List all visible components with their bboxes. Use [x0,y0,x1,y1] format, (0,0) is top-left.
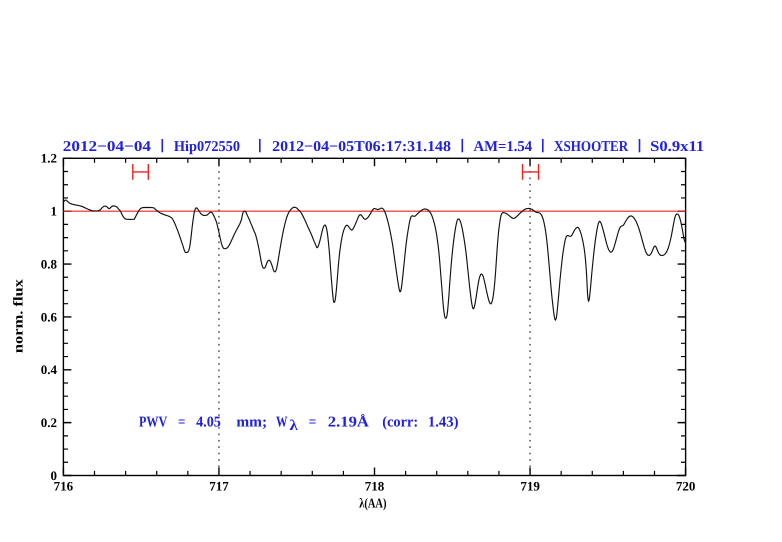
svg-text:716: 716 [54,478,74,493]
svg-text:718: 718 [365,478,385,493]
svg-text:PWV: PWV [139,414,167,430]
svg-text:2012−04−05T06:17:31.148: 2012−04−05T06:17:31.148 [272,139,451,155]
svg-text:0: 0 [51,468,58,483]
svg-text:1.43): 1.43) [428,414,459,430]
svg-text:(corr:: (corr: [382,414,418,430]
svg-text:4.05: 4.05 [196,414,221,430]
svg-text:W: W [276,414,288,430]
svg-text:0.2: 0.2 [41,415,57,430]
svg-text:720: 720 [676,478,696,493]
svg-text:mm;: mm; [236,414,267,430]
svg-text:S0.9x11: S0.9x11 [650,139,704,155]
svg-text:λ: λ [290,418,299,434]
svg-text:=: = [178,414,185,430]
svg-text:2012−04−04: 2012−04−04 [63,139,152,155]
svg-text:XSHOOTER: XSHOOTER [554,139,628,155]
svg-text:norm. flux: norm. flux [11,279,26,353]
svg-text:λ(AA): λ(AA) [359,496,386,511]
svg-text:Hip072550: Hip072550 [174,139,240,155]
svg-text:2.19Å: 2.19Å [328,413,369,430]
svg-text:719: 719 [520,478,540,493]
svg-text:0.4: 0.4 [41,362,58,377]
svg-text:717: 717 [209,478,229,493]
svg-text:0.6: 0.6 [41,309,58,324]
svg-text:AM=1.54: AM=1.54 [474,139,533,155]
svg-text:1.2: 1.2 [41,151,57,166]
svg-text:0.8: 0.8 [41,256,58,271]
svg-text:=: = [309,414,317,430]
svg-text:1: 1 [51,204,58,219]
